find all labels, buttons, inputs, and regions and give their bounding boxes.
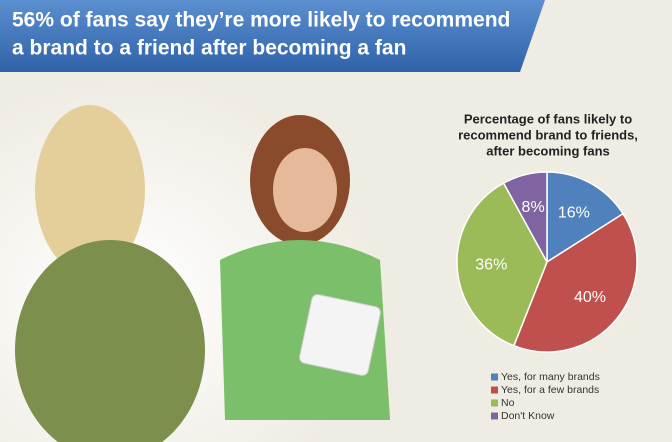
data-label: 16% <box>558 204 590 221</box>
legend-label: Yes, for many brands <box>501 371 600 383</box>
chart-title: recommend brand to friends, <box>458 127 638 142</box>
chart-title: after becoming fans <box>486 143 610 158</box>
legend-swatch <box>491 412 498 420</box>
photo <box>15 105 390 442</box>
pie-slice <box>456 182 548 347</box>
data-label: 36% <box>475 257 507 274</box>
legend-label: Yes, for a few brands <box>501 384 599 396</box>
headline: a brand to a friend after becoming a fan <box>12 37 406 60</box>
chart-title: Percentage of fans likely to <box>464 111 632 126</box>
legend-label: Don't Know <box>501 410 555 422</box>
headline: 56% of fans say they’re more likely to r… <box>12 9 510 32</box>
pie-slice <box>512 212 638 353</box>
legend-swatch <box>491 399 498 407</box>
pie-slice <box>546 171 625 264</box>
data-label: 40% <box>574 289 606 306</box>
banner <box>0 0 545 72</box>
legend-label: No <box>501 397 515 409</box>
legend-swatch <box>491 386 498 394</box>
data-label: 8% <box>522 199 545 216</box>
legend-swatch <box>491 373 498 381</box>
pie-slice <box>502 171 548 263</box>
